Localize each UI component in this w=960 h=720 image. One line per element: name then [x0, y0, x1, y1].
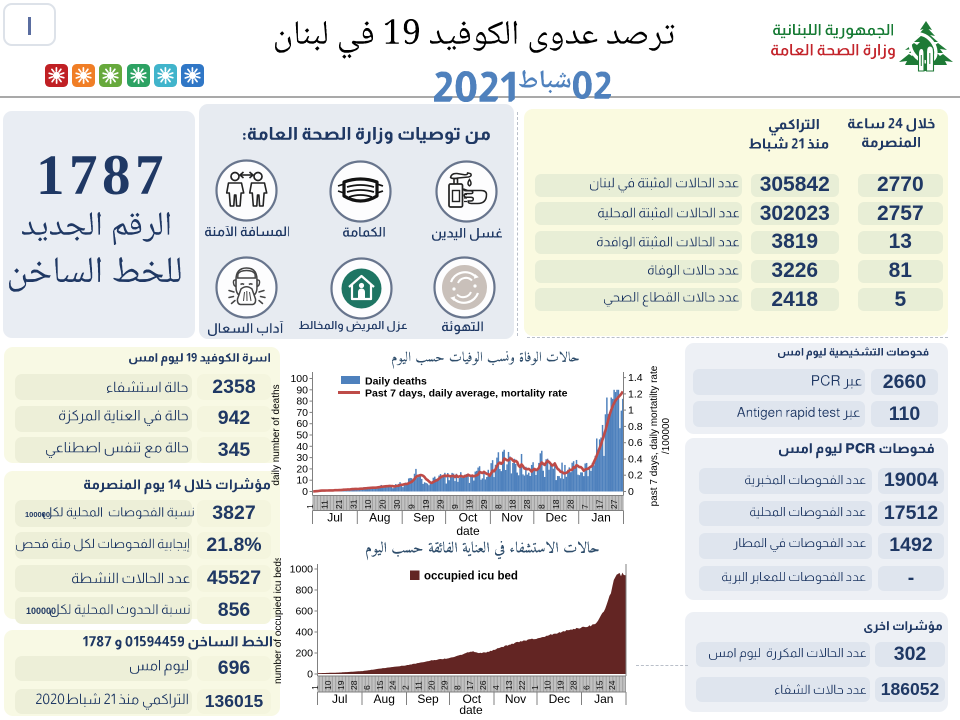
svg-text:13: 13 [504, 680, 514, 690]
svg-text:400: 400 [295, 627, 313, 639]
svg-text:30: 30 [296, 452, 308, 464]
svg-text:70: 70 [296, 407, 308, 419]
svg-text:26: 26 [478, 680, 488, 690]
svg-text:Dec: Dec [549, 692, 570, 706]
svg-text:15: 15 [375, 680, 385, 690]
svg-text:Oct: Oct [462, 692, 481, 706]
svg-text:10: 10 [363, 499, 373, 509]
svg-text:number of occupied icu beds: number of occupied icu beds [273, 558, 284, 684]
svg-text:Aug: Aug [374, 692, 395, 706]
svg-text:Nov: Nov [505, 692, 526, 706]
svg-text:7: 7 [580, 504, 590, 509]
svg-text:29: 29 [435, 499, 445, 509]
svg-text:17: 17 [595, 499, 605, 509]
svg-text:1: 1 [305, 504, 315, 509]
svg-text:Oct: Oct [459, 511, 478, 525]
svg-text:1: 1 [628, 405, 634, 417]
svg-text:20: 20 [426, 680, 436, 690]
svg-text:90: 90 [296, 384, 308, 396]
svg-text:60: 60 [296, 418, 308, 430]
svg-text:17: 17 [465, 680, 475, 690]
svg-text:10: 10 [543, 680, 553, 690]
svg-text:100: 100 [290, 373, 308, 385]
svg-text:800: 800 [295, 585, 313, 597]
svg-text:50: 50 [296, 430, 308, 442]
svg-text:1.4: 1.4 [628, 372, 643, 384]
svg-text:past 7 days, daily mortatilty: past 7 days, daily mortatilty rate [649, 365, 660, 506]
svg-text:11: 11 [320, 500, 330, 509]
svg-text:600: 600 [295, 606, 313, 618]
svg-text:27: 27 [609, 499, 619, 509]
svg-text:date: date [459, 703, 483, 717]
svg-text:daily number of deaths: daily number of deaths [271, 384, 282, 485]
svg-text:Jan: Jan [594, 692, 613, 706]
svg-text:0.8: 0.8 [628, 421, 643, 433]
svg-text:Nov: Nov [501, 511, 522, 525]
svg-text:28: 28 [566, 499, 576, 509]
svg-text:4: 4 [491, 685, 501, 690]
svg-text:10: 10 [323, 680, 333, 690]
svg-text:40: 40 [296, 441, 308, 453]
svg-text:19: 19 [421, 499, 431, 509]
svg-text:30: 30 [392, 499, 402, 509]
svg-text:Jul: Jul [332, 692, 347, 706]
svg-text:Jul: Jul [327, 511, 342, 525]
svg-text:1: 1 [530, 685, 540, 690]
svg-text:0: 0 [302, 486, 308, 498]
svg-text:29: 29 [439, 680, 449, 690]
svg-text:80: 80 [296, 396, 308, 408]
svg-text:19: 19 [556, 680, 566, 690]
svg-text:9: 9 [450, 504, 460, 509]
svg-text:8: 8 [537, 504, 547, 509]
svg-text:21: 21 [334, 499, 344, 509]
svg-text:28: 28 [349, 680, 359, 690]
svg-text:6: 6 [581, 685, 591, 690]
svg-text:0.2: 0.2 [628, 470, 643, 482]
svg-text:0: 0 [628, 486, 634, 498]
svg-text:24: 24 [388, 680, 398, 690]
svg-text:22: 22 [517, 680, 527, 690]
svg-text:Past 7 days, daily average, mo: Past 7 days, daily average, mortality ra… [365, 388, 568, 400]
svg-text:28: 28 [522, 499, 532, 509]
svg-text:0.6: 0.6 [628, 437, 643, 449]
svg-text:18: 18 [508, 499, 518, 509]
svg-text:Sep: Sep [413, 511, 435, 525]
svg-text:28: 28 [569, 680, 579, 690]
svg-text:1.2: 1.2 [628, 388, 643, 400]
svg-text:31: 31 [349, 499, 359, 509]
svg-text:15: 15 [594, 680, 604, 690]
svg-text:6: 6 [362, 685, 372, 690]
svg-text:24: 24 [607, 680, 617, 690]
svg-text:29: 29 [479, 499, 489, 509]
svg-text:2: 2 [401, 685, 411, 690]
svg-text:/100000: /100000 [661, 417, 672, 454]
svg-text:1: 1 [310, 685, 320, 690]
svg-text:20: 20 [378, 499, 388, 509]
svg-text:Jan: Jan [591, 511, 610, 525]
svg-text:10: 10 [296, 475, 308, 487]
svg-text:Aug: Aug [369, 511, 390, 525]
svg-text:0: 0 [307, 669, 313, 681]
svg-text:19: 19 [464, 499, 474, 509]
svg-text:1000: 1000 [290, 564, 314, 576]
svg-text:11: 11 [414, 681, 424, 690]
svg-text:occupied icu bed: occupied icu bed [424, 571, 518, 583]
svg-text:Daily deaths: Daily deaths [365, 376, 427, 388]
svg-text:200: 200 [295, 648, 313, 660]
svg-text:20: 20 [296, 463, 308, 475]
svg-text:date: date [456, 524, 480, 538]
svg-text:Dec: Dec [546, 511, 567, 525]
svg-text:Sep: Sep [417, 692, 439, 706]
svg-text:8: 8 [493, 504, 503, 509]
svg-text:8: 8 [452, 685, 462, 690]
svg-text:18: 18 [551, 499, 561, 509]
svg-text:19: 19 [336, 680, 346, 690]
svg-text:9: 9 [407, 504, 417, 509]
svg-text:0.4: 0.4 [628, 454, 643, 466]
